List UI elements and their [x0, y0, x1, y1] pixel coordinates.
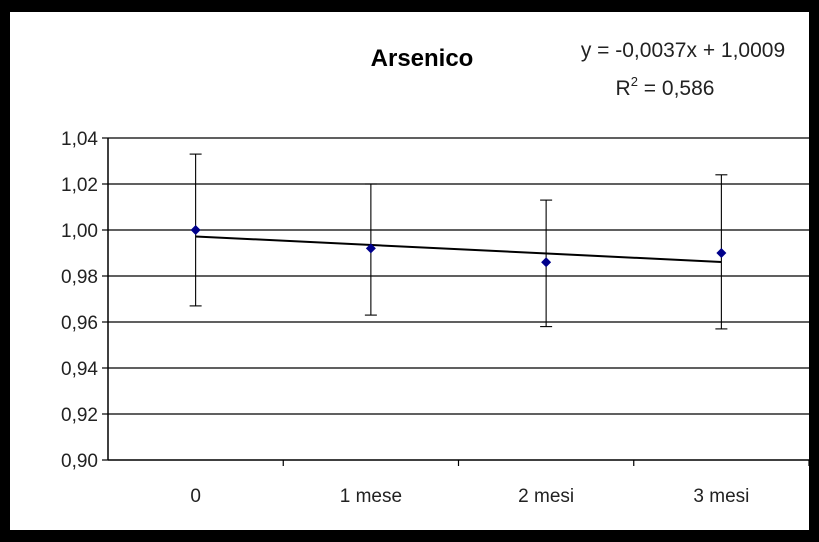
- error-bars: [189, 153, 728, 330]
- x-tick-label: 2 mesi: [518, 486, 574, 507]
- chart-title: Arsenico: [371, 45, 474, 72]
- y-tick-label: 0,92: [61, 405, 98, 426]
- x-tick-label: 0: [190, 486, 201, 507]
- trendline-r-squared: R2 = 0,586: [616, 74, 715, 100]
- x-tick-label: 1 mese: [340, 486, 402, 507]
- trendline-group: [195, 235, 722, 263]
- y-tick-label: 0,96: [61, 313, 98, 334]
- x-tick-label: 3 mesi: [693, 486, 749, 507]
- data-point: [190, 225, 201, 235]
- y-axis: 0,90 0,92 0,94 0,96 0,98 1,00 1,02 1,04: [61, 129, 109, 472]
- data-point: [716, 248, 727, 258]
- data-point: [365, 243, 376, 254]
- y-tick-label: 1,00: [61, 221, 98, 242]
- data-point: [541, 257, 552, 268]
- r-squared-value: = 0,586: [638, 77, 714, 100]
- r-squared-superscript: 2: [631, 74, 638, 89]
- y-tick-label: 1,04: [61, 129, 98, 150]
- chart: 0,90 0,92 0,94 0,96 0,98 1,00 1,02 1,04 0 1 mese…: [61, 39, 809, 507]
- data-points: [190, 225, 727, 268]
- r-squared-label: R: [616, 77, 631, 100]
- gridlines: [108, 137, 809, 415]
- y-tick-label: 1,02: [61, 175, 98, 196]
- x-axis: 0 1 mese 2 mesi 3 mesi: [108, 459, 809, 507]
- chart-area: 0,90 0,92 0,94 0,96 0,98 1,00 1,02 1,04 0 1 mese…: [10, 12, 809, 530]
- trendline: [195, 235, 722, 263]
- y-tick-label: 0,94: [61, 359, 98, 380]
- y-tick-label: 0,98: [61, 267, 98, 288]
- trendline-equation: y = -0,0037x + 1,0009: [581, 39, 785, 62]
- y-tick-label: 0,90: [61, 451, 98, 472]
